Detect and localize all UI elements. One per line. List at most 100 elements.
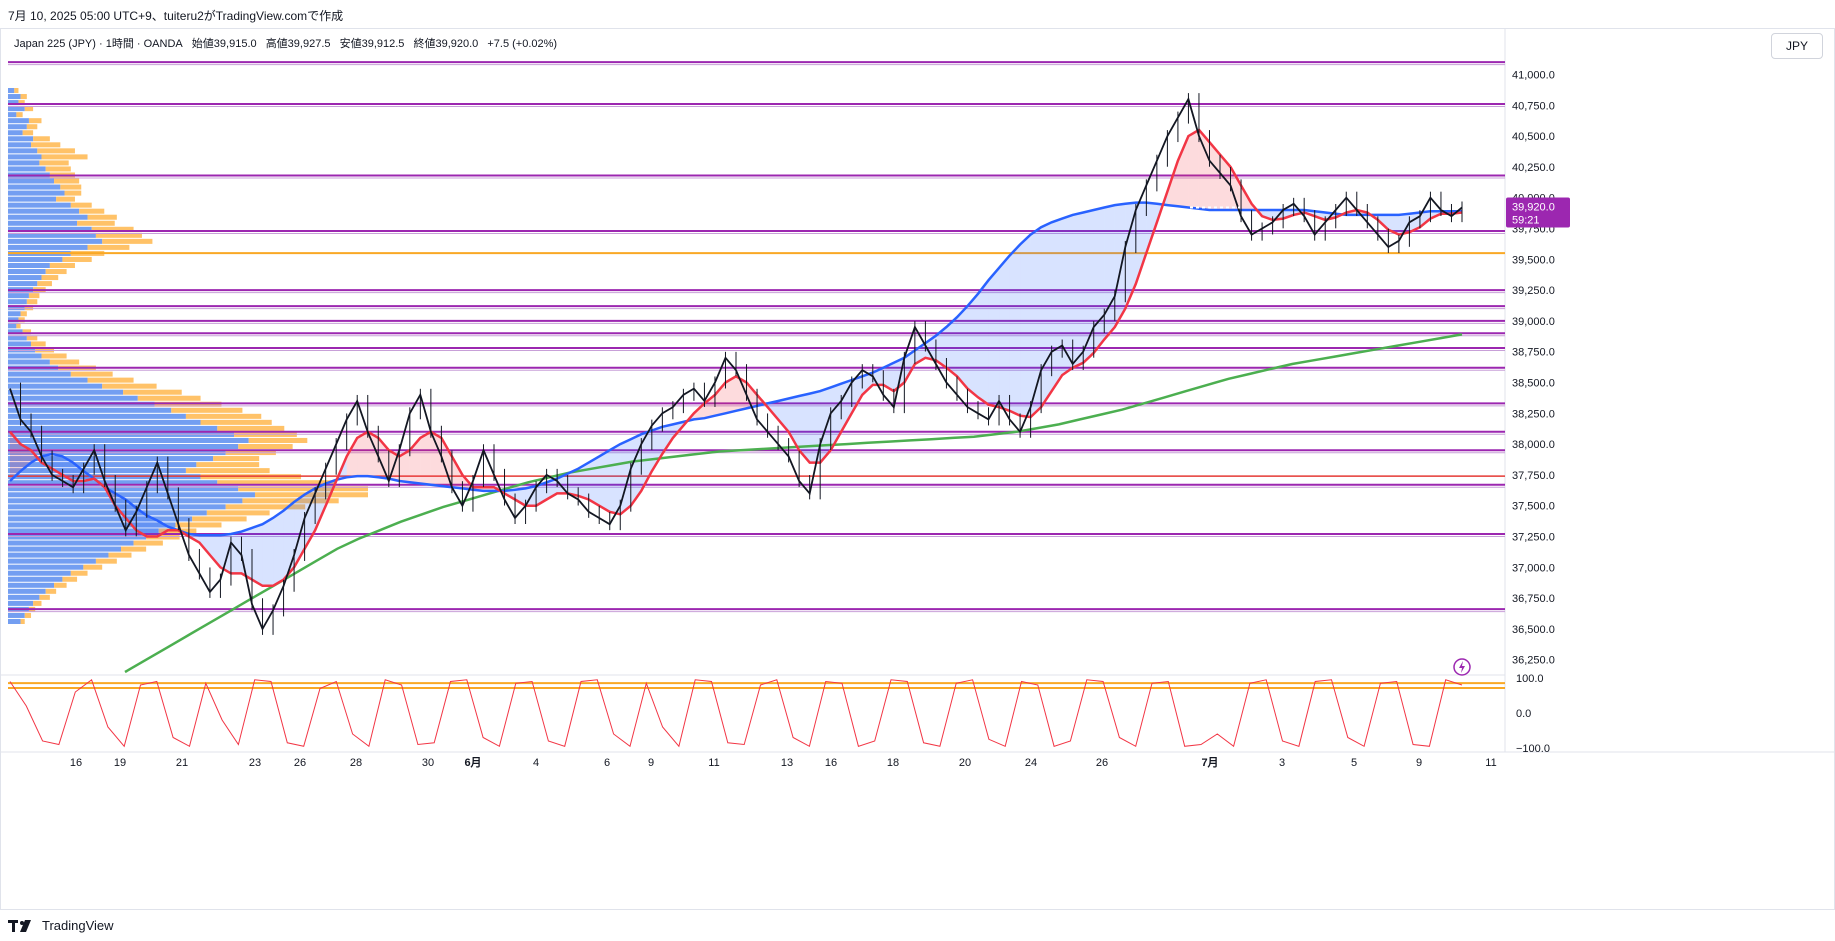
ema-cloud-segment [1051,218,1063,392]
ema-cloud-segment [230,531,242,574]
ema-cloud-segment [10,431,21,482]
ema-cloud-segment [220,534,231,574]
ema-cloud-segment [736,376,747,411]
time-axis-tick: 24 [1025,757,1037,769]
ema-cloud-segment [357,431,368,477]
volume-profile-up-bar [8,528,159,534]
volume-profile-down-bar [49,262,75,269]
volume-profile-up-bar [8,335,27,341]
volume-profile-down-bar [79,208,105,214]
time-axis-tick: 28 [350,757,362,769]
volume-profile-up-bar [8,118,29,124]
ema-cloud-segment [935,327,947,368]
volume-profile-down-bar [26,299,38,305]
volume-profile-down-bar [39,160,69,166]
ema-cloud-segment [1072,212,1084,368]
volume-profile-up-bar [8,88,15,94]
volume-profile-down-bar [95,232,142,238]
volume-profile-up-bar [8,570,71,576]
time-axis-tick: 3 [1279,757,1285,769]
volume-profile-down-bar [238,443,293,450]
volume-profile-down-bar [185,413,262,419]
volume-profile-up-bar [8,262,50,269]
volume-profile-down-bar [37,148,75,154]
footer: TradingView [8,918,114,933]
oscillator-axis-tick: 0.0 [1516,708,1531,720]
volume-profile-up-bar [8,443,239,450]
volume-profile-up-bar [8,275,42,281]
volume-profile-down-bar [33,136,50,142]
ohlc-high: 高値39,927.5 [265,38,331,50]
ema-cloud-segment [62,456,74,482]
ema-cloud-segment [1041,222,1052,408]
price-axis-tick: 40,500.0 [1512,131,1555,143]
volume-profile-down-bar [185,468,270,474]
time-axis-tick: 7月 [1201,756,1218,769]
volume-profile-up-bar [8,142,32,148]
volume-profile-down-bar [41,154,88,160]
price-axis-tick: 39,500.0 [1512,254,1555,266]
volume-profile-up-bar [8,498,243,504]
volume-profile-down-bar [39,594,50,600]
alert-bolt-icon[interactable] [1453,658,1471,676]
price-axis-tick: 41,000.0 [1512,69,1555,81]
price-axis-tick: 36,500.0 [1512,624,1555,636]
volume-profile-up-bar [8,522,176,528]
ema-cloud-segment [830,383,842,451]
volume-profile-up-bar [8,281,38,287]
volume-profile-down-bar [54,582,67,588]
oscillator-line [9,678,1463,748]
volume-profile-up-bar [8,552,109,558]
top-bar: 7月 10, 2025 05:00 UTC+9、tuiteru2がTrading… [0,0,1835,28]
last-price-label: 39,920.0 [1512,202,1555,214]
volume-profile-up-bar [8,437,249,443]
price-axis-tick: 39,250.0 [1512,285,1555,297]
volume-profile-up-bar [8,178,55,184]
ema-cloud-segment [883,362,894,392]
volume-profile-up-bar [8,154,42,160]
tradingview-logo-icon[interactable] [8,919,36,933]
price-line [9,96,1463,631]
time-axis-tick: 13 [781,757,793,769]
currency-button[interactable]: JPY [1771,33,1823,59]
ema-cloud-segment [441,437,452,488]
ema-mid-line [9,201,1462,537]
ema-cloud-segment [1198,129,1210,210]
volume-profile-up-bar [8,413,186,419]
ema-cloud-segment [851,376,863,414]
volume-profile-down-bar [35,347,55,353]
volume-profile-down-bar [70,371,113,377]
volume-profile-up-bar [8,124,27,130]
volume-profile-up-bar [8,160,40,166]
price-axis-tick: 38,750.0 [1512,347,1555,359]
ema-cloud-segment [346,437,358,478]
volume-profile-up-bar [8,540,134,546]
volume-profile-up-bar [8,305,25,311]
volume-profile-up-bar [8,353,42,359]
time-axis-tick: 26 [1096,757,1108,769]
volume-profile-up-bar [8,456,214,462]
volume-profile-up-bar [8,196,57,202]
ema-cloud-segment [115,493,126,518]
volume-profile-up-bar [8,588,46,594]
volume-profile-up-bar [8,100,19,106]
volume-profile-up-bar [8,238,103,244]
ema-cloud-segment [609,444,621,515]
volume-profile-down-bar [18,100,25,106]
ema-cloud-segment [1209,142,1220,210]
volume-profile-down-bar [87,214,117,220]
volume-profile-down-bar [192,516,247,522]
price-axis-tick: 38,500.0 [1512,377,1555,389]
symbol-info[interactable]: Japan 225 (JPY) · 1時間 · OANDA [14,38,183,50]
alert-bolt-glyph [1459,661,1465,673]
volume-profile-up-bar [8,112,17,118]
time-axis-tick: 11 [1485,757,1496,769]
volume-profile-down-bar [37,281,52,287]
volume-profile-down-bar [87,377,134,383]
time-axis-tick: 5 [1351,757,1357,769]
volume-profile-down-bar [41,353,67,359]
ema-cloud-segment [1125,202,1136,309]
time-axis-tick: 6月 [464,756,481,769]
volume-profile-up-bar [8,329,23,335]
